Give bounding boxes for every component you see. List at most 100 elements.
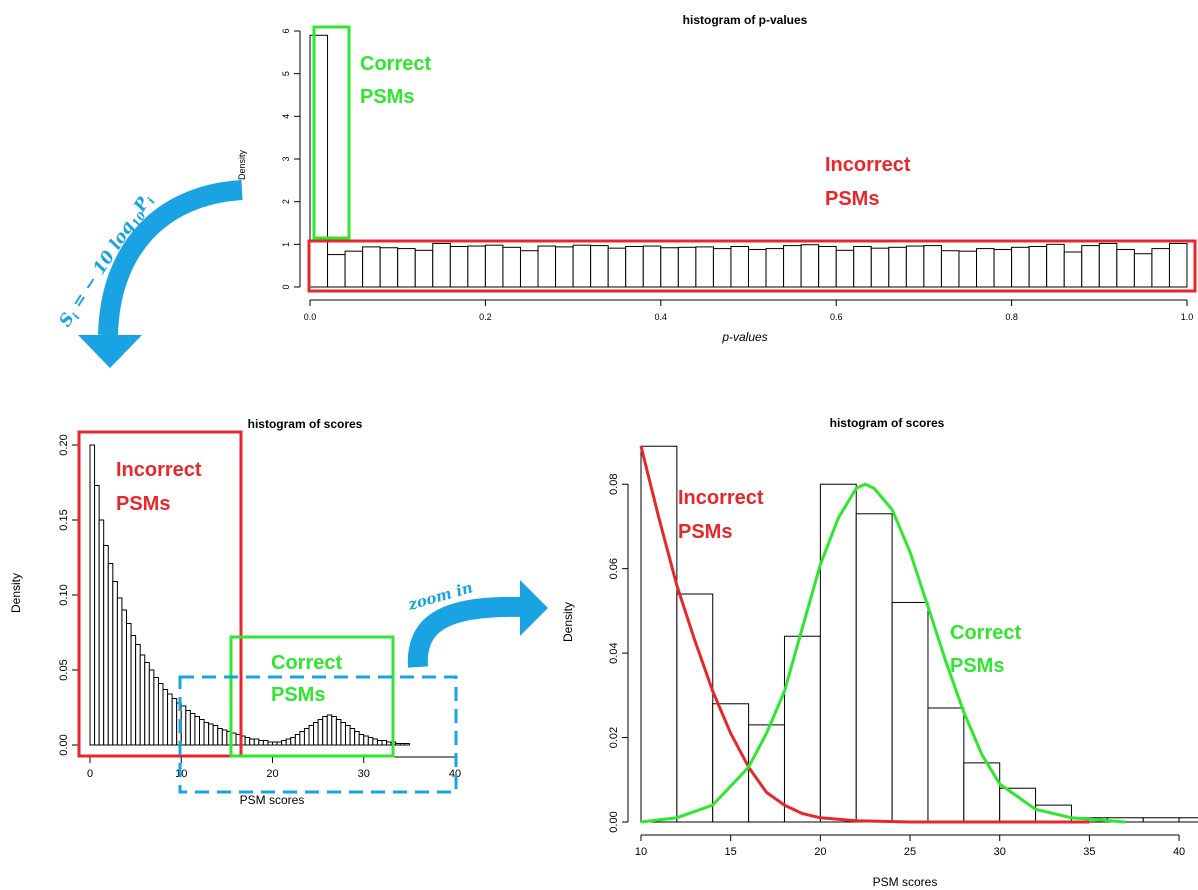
zoom-region-box xyxy=(178,675,458,794)
histogram-bar xyxy=(712,248,732,288)
transform-arrow: Si = − 10 log10Pi xyxy=(55,180,243,368)
x-tick-label: 1.0 xyxy=(1181,312,1194,322)
histogram-bar xyxy=(345,725,351,746)
histogram-bar xyxy=(870,247,890,288)
y-tick-label: 0.15 xyxy=(58,509,70,530)
x-tick-label: 40 xyxy=(1173,846,1185,858)
y-tick-label: 0.06 xyxy=(608,558,620,579)
histogram-bar xyxy=(1142,817,1180,823)
histogram-bar xyxy=(221,729,228,746)
histogram-bar xyxy=(294,734,301,746)
zoom-chart-title: histogram of scores xyxy=(830,416,945,430)
histogram-bar xyxy=(976,248,995,288)
histogram-bar xyxy=(819,483,857,823)
y-tick-label: 4 xyxy=(281,114,291,119)
y-tick-label: 0.10 xyxy=(58,584,70,605)
histogram-bar xyxy=(281,740,287,746)
histogram-bar xyxy=(107,563,114,746)
histogram-bar xyxy=(730,245,750,288)
scores-zoom-histogram: histogram of scores PSM scores Density 1… xyxy=(561,416,1198,889)
histogram-bar xyxy=(572,244,592,288)
histogram-bar xyxy=(326,714,333,746)
histogram-bar xyxy=(927,707,965,823)
histogram-bar xyxy=(253,738,260,746)
scores-chart-title: histogram of scores xyxy=(248,417,363,431)
x-tick-label: 40 xyxy=(449,768,461,780)
histogram-bar xyxy=(712,703,750,823)
histogram-bar xyxy=(783,635,821,823)
histogram-bar xyxy=(372,738,378,746)
histogram-bar xyxy=(167,693,173,746)
histogram-bar xyxy=(748,248,767,288)
histogram-bar xyxy=(765,248,785,288)
histogram-bar xyxy=(855,513,893,823)
histogram-bar xyxy=(537,245,557,288)
histogram-bar xyxy=(1151,248,1170,288)
x-tick-label: 10 xyxy=(635,846,647,858)
histogram-bar xyxy=(1116,248,1135,288)
y-tick-label: 0.08 xyxy=(608,474,620,495)
histogram-bar xyxy=(677,246,697,288)
histogram-bar xyxy=(432,242,451,288)
y-tick-label: 0.00 xyxy=(608,811,620,832)
histogram-bar xyxy=(180,705,187,746)
histogram-bar xyxy=(905,245,925,288)
zoom-bars xyxy=(640,445,1198,823)
histogram-bar xyxy=(249,738,255,746)
histogram-bar xyxy=(1063,251,1083,288)
histogram-bar xyxy=(1028,245,1048,288)
scores-bars xyxy=(89,444,410,746)
correct-psms-box xyxy=(229,635,395,758)
histogram-bar xyxy=(203,722,210,746)
histogram-bar xyxy=(185,710,191,746)
x-tick-label: 35 xyxy=(1083,846,1095,858)
histogram-bar xyxy=(208,723,214,746)
histogram-bar xyxy=(1133,253,1153,288)
histogram-bar xyxy=(303,728,310,746)
histogram-bar xyxy=(276,741,283,746)
histogram-bar xyxy=(888,246,907,288)
histogram-bar xyxy=(299,731,305,746)
pvalue-correct-annotation: Correct PSMs xyxy=(360,53,437,108)
histogram-bar xyxy=(607,247,627,288)
x-tick-label: 20 xyxy=(266,768,278,780)
y-tick-label: 6 xyxy=(281,28,291,33)
y-tick-label: 1 xyxy=(281,242,291,247)
histogram-bar xyxy=(322,716,328,746)
histogram-bar xyxy=(395,743,401,746)
histogram-bar xyxy=(121,609,127,746)
y-tick-label: 0 xyxy=(281,284,291,289)
histogram-bar xyxy=(327,254,346,288)
histogram-bar xyxy=(376,740,383,746)
x-tick-label: 0 xyxy=(87,768,93,780)
y-tick-label: 0.20 xyxy=(58,434,70,455)
histogram-bar xyxy=(272,741,278,746)
histogram-bar xyxy=(449,245,469,288)
histogram-bar xyxy=(153,677,159,746)
histogram-bar xyxy=(1081,245,1100,288)
x-tick-label: 30 xyxy=(358,768,370,780)
histogram-bar xyxy=(818,245,837,288)
histogram-bar xyxy=(923,245,942,288)
incorrect-psms-box xyxy=(77,430,243,758)
histogram-bar xyxy=(331,716,337,746)
pvalue-axes: 0.0 0.2 0.4 0.6 0.8 1.0 0 1 2 3 4 5 6 xyxy=(281,28,1193,322)
histogram-bar xyxy=(1011,246,1030,288)
correct-density-curve xyxy=(640,482,1126,824)
histogram-bar xyxy=(308,725,315,746)
histogram-bar xyxy=(502,246,521,288)
y-tick-label: 0.00 xyxy=(58,734,70,755)
histogram-bar xyxy=(625,245,644,288)
histogram-bar xyxy=(344,250,364,288)
histogram-bar xyxy=(379,247,399,288)
scores-correct-annotation: Correct PSMs xyxy=(271,652,348,706)
zoom-correct-annotation: Correct PSMs xyxy=(950,622,1027,677)
x-tick-label: 20 xyxy=(814,846,826,858)
histogram-bar xyxy=(397,248,416,288)
zoom-axes: 10 15 20 25 30 35 40 0.00 0.02 0.04 0.06 0.08 xyxy=(608,474,1185,858)
correct-psms-box xyxy=(312,25,351,240)
histogram-bar xyxy=(484,244,504,288)
histogram-bar xyxy=(267,741,273,746)
zoom-x-axis-label: PSM scores xyxy=(873,875,938,889)
